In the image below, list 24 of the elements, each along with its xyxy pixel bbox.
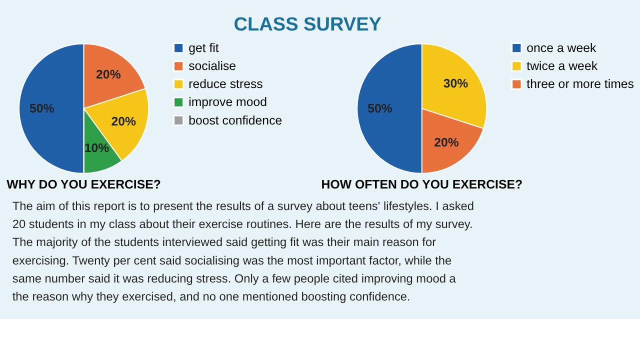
data-label: 20%: [111, 114, 136, 128]
legend-label: improve mood: [188, 95, 268, 110]
text: 20 students in my class about their exercise routines. Here are the results of my survey.: [12, 217, 473, 232]
text: The aim of this report is to present the results of a survey about teens' lifestyles. I asked: [12, 198, 474, 213]
data-label: 20%: [434, 135, 459, 150]
legend-label: once a week: [526, 40, 597, 55]
legend-label: get fit: [188, 40, 220, 55]
text: The majority of the students interviewed said getting fit was their main reason for: [12, 235, 436, 250]
text: CLASS SURVEY: [234, 14, 382, 36]
legend-label: socialise: [188, 58, 236, 73]
text: the reason why they exercised, and no one mentioned boosting confidence.: [12, 289, 410, 304]
text: same number said it was reducing stress. Only a few people cited improving mood a: [12, 271, 456, 286]
data-label: 30%: [443, 76, 468, 91]
text: WHY DO YOU EXERCISE?: [6, 178, 161, 192]
legend-label: boost confidence: [188, 113, 282, 128]
legend-label: twice a week: [526, 58, 598, 73]
legend-label: reduce stress: [188, 77, 263, 92]
data-label: 50%: [30, 101, 54, 116]
data-label: 20%: [96, 67, 121, 82]
legend-label: three or more times: [526, 77, 634, 92]
text: HOW OFTEN DO YOU EXERCISE?: [321, 178, 523, 192]
data-label: 50%: [368, 101, 392, 116]
data-label: 10%: [84, 141, 110, 156]
text: exercising. Twenty per cent said socialising was the most important factor, while the: [12, 253, 452, 268]
